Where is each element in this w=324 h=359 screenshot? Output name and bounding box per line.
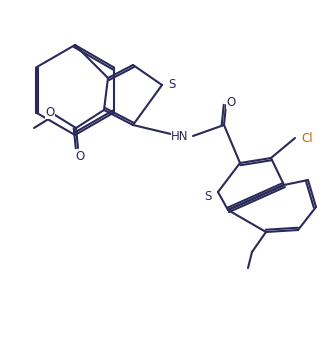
Text: S: S (168, 79, 176, 92)
Text: Cl: Cl (301, 131, 313, 145)
Text: O: O (45, 106, 55, 118)
Text: O: O (75, 150, 85, 163)
Text: HN: HN (171, 131, 189, 144)
Text: S: S (204, 191, 212, 204)
Text: O: O (226, 95, 236, 108)
